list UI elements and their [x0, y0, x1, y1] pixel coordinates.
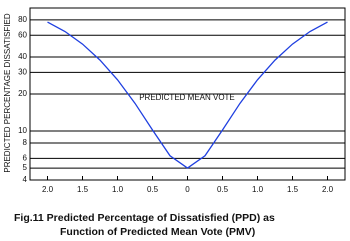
x-tick-label: 1.0	[112, 185, 124, 194]
y-tick-label: 20	[18, 89, 27, 98]
y-tick-label: 40	[18, 52, 27, 61]
y-tick-label: 30	[18, 67, 27, 76]
y-tick-label: 5	[23, 163, 28, 172]
data-line	[47, 21, 328, 169]
x-tick-label: 2.0	[322, 185, 334, 194]
y-tick-label: 4	[23, 175, 28, 184]
x-tick-label: 1.5	[77, 185, 89, 194]
x-tick-label: 0	[185, 185, 190, 194]
y-tick-label: 80	[18, 15, 27, 24]
x-tick-label: 0.5	[147, 185, 159, 194]
caption-line: Function of Predicted Mean Vote (PMV)	[60, 226, 255, 238]
y-tick-label: 8	[23, 138, 28, 147]
x-tick-label: 2.0	[42, 185, 54, 194]
y-tick-label: 60	[18, 30, 27, 39]
x-tick-label: 1.5	[287, 185, 299, 194]
y-axis-label: PREDICTED PERCENTAGE DISSATISFIED	[3, 13, 12, 173]
y-tick-label: 10	[18, 126, 27, 135]
x-tick-label: 1.0	[252, 185, 264, 194]
y-tick-label: 6	[23, 153, 28, 162]
x-tick-label: 0.5	[217, 185, 229, 194]
x-axis-label: PREDICTED MEAN VOTE	[139, 93, 235, 102]
caption-line: Fig.11 Predicted Percentage of Dissatisf…	[14, 212, 275, 224]
